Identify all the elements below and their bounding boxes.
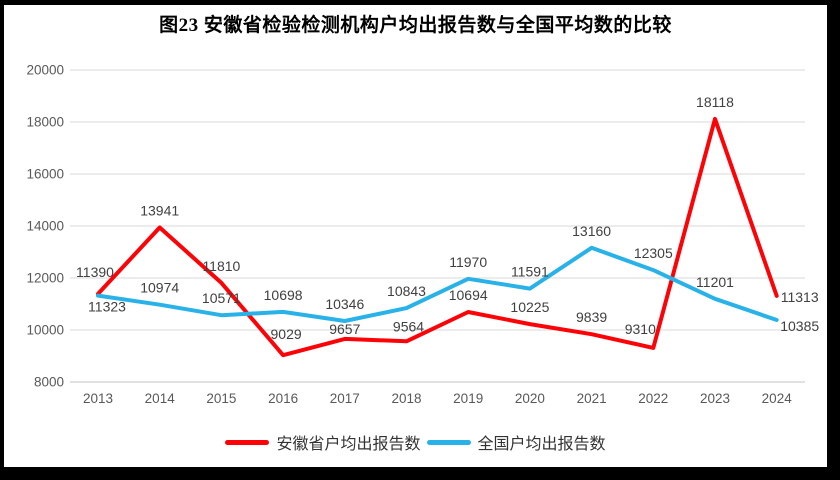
line-chart: 8000 10000 12000 14000 16000 18000 20000 2013 20… (26, 63, 819, 407)
data-label: 11390 (76, 264, 114, 280)
legend-label-national: 全国户均出报告数 (477, 436, 606, 453)
data-label: 10346 (325, 296, 364, 312)
data-label: 10571 (202, 290, 241, 306)
x-axis-tick-label: 2018 (391, 391, 421, 406)
legend-swatch-anhui-line (225, 439, 270, 445)
legend-item-national: 全国户均出报告数 (426, 430, 606, 454)
data-label: 11591 (511, 264, 549, 280)
data-label: 13941 (140, 203, 179, 219)
x-axis-tick-label: 2016 (268, 391, 298, 406)
legend-swatch-national-line (426, 439, 471, 445)
x-axis-tick-label: 2019 (453, 391, 483, 406)
y-axis-tick-label: 12000 (26, 271, 64, 286)
y-axis-tick-label: 8000 (34, 375, 64, 390)
x-axis-tick-label: 2015 (206, 391, 236, 406)
data-label: 9029 (271, 326, 302, 342)
data-label: 9310 (625, 321, 656, 337)
x-axis-tick-label: 2014 (145, 391, 176, 406)
data-label: 18118 (696, 94, 734, 110)
data-label: 11201 (696, 274, 734, 290)
data-label: 10385 (780, 318, 819, 334)
data-label: 11970 (449, 254, 487, 270)
data-label: 10698 (264, 287, 303, 303)
y-axis-tick-label: 20000 (26, 63, 64, 78)
data-label: 9839 (576, 309, 607, 325)
legend: 安徽省户均出报告数 全国户均出报告数 (4, 429, 827, 455)
y-axis-tick-label: 14000 (26, 219, 64, 234)
y-axis-tick-label: 16000 (26, 167, 64, 182)
y-axis-tick-label: 18000 (26, 115, 64, 130)
x-axis-tick-label: 2021 (577, 391, 607, 406)
data-label: 13160 (572, 223, 611, 239)
data-label: 11810 (202, 258, 240, 274)
data-label: 11323 (88, 299, 126, 315)
x-axis-tick-label: 2013 (83, 391, 113, 406)
data-label: 10974 (140, 280, 179, 296)
x-axis-tick-label: 2017 (330, 391, 360, 406)
data-label: 12305 (634, 245, 673, 261)
data-label: 11313 (781, 289, 819, 305)
data-label: 10694 (449, 287, 488, 303)
y-axis-tick-label: 10000 (26, 323, 64, 338)
legend-label-anhui: 安徽省户均出报告数 (276, 436, 421, 453)
legend-item-anhui: 安徽省户均出报告数 (225, 430, 421, 454)
x-axis-tick-label: 2020 (515, 391, 545, 406)
data-label: 10225 (510, 299, 549, 315)
x-axis-tick-label: 2023 (700, 391, 730, 406)
series-line-1 (96, 245, 779, 323)
data-label: 10843 (387, 283, 426, 299)
x-axis-tick-label: 2022 (638, 391, 668, 406)
series-line-0 (96, 116, 779, 358)
chart-title: 图23 安徽省检验检测机构户均出报告数与全国平均数的比较 (159, 15, 672, 36)
x-axis-tick-label: 2024 (762, 391, 793, 406)
data-label: 9564 (393, 318, 424, 334)
data-label: 9657 (329, 321, 360, 337)
